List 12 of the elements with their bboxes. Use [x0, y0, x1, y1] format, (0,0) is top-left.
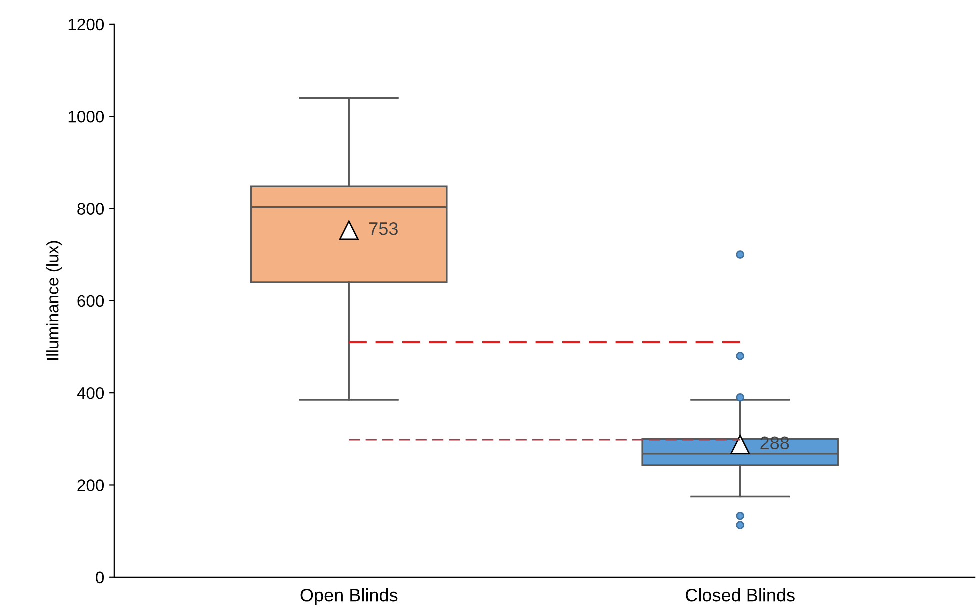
y-tick-label: 0 [96, 572, 104, 584]
annotation: 288 [760, 436, 790, 450]
x-tick-label: Open Blinds [300, 588, 398, 606]
y-tick-label: 1200 [68, 18, 104, 31]
y-axis-title: Illuminance (lux) [46, 241, 62, 360]
x-tick-label: Closed Blinds [686, 588, 795, 602]
y-tick-label: 600 [78, 295, 104, 308]
y-tick-label: 400 [77, 387, 104, 400]
y-tick-label: 1000 [68, 111, 104, 123]
y-tick-label: 200 [78, 480, 104, 492]
y-tick-label: 800 [78, 203, 104, 215]
annotation: 753 [370, 222, 398, 236]
